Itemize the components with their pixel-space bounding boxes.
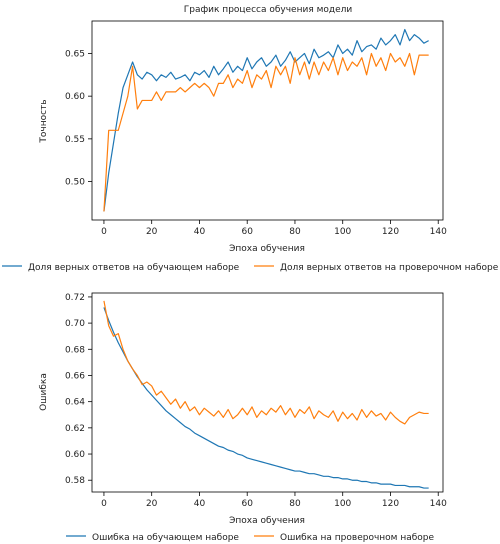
legend-label-train-accuracy: Доля верных ответов на обучающем наборе [28,263,240,273]
legend-item-train-loss: Ошибка на обучающем наборе [66,533,239,543]
loss-plot-frame [91,292,444,493]
legend-label-val-loss: Ошибка на проверочном наборе [280,533,434,543]
accuracy-y-ticks: 0.50 0.55 0.60 0.65 [65,49,92,188]
accuracy-x-ticks: 0 20 40 60 80 100 120 140 [101,220,447,237]
y-tick-label: 0.55 [65,135,85,145]
y-tick-label: 0.60 [65,450,85,460]
legend-label-train-loss: Ошибка на обучающем наборе [92,533,239,543]
y-tick-label: 0.62 [65,424,85,434]
y-tick-label: 0.50 [65,178,85,188]
y-tick-label: 0.60 [65,92,85,102]
x-tick-label: 100 [334,499,351,509]
val-series-line [103,300,429,425]
y-tick-label: 0.58 [65,476,85,486]
loss-y-axis-label: Ошибка [39,373,49,411]
x-tick-label: 60 [241,499,253,509]
loss-y-ticks: 0.58 0.60 0.62 0.64 0.66 0.68 0.70 0.72 [65,293,92,486]
x-tick-label: 80 [289,227,301,237]
train-series-line [103,307,429,489]
x-tick-label: 120 [382,227,399,237]
accuracy-plot-frame [91,20,444,221]
legend-label-val-accuracy: Доля верных ответов на проверочном набор… [280,263,499,273]
y-tick-label: 0.65 [65,49,85,59]
y-tick-label: 0.64 [65,398,85,408]
loss-x-ticks: 0 20 40 60 80 100 120 140 [101,492,447,509]
accuracy-y-axis-label: Точность [39,99,49,143]
legend-item-train-accuracy: Доля верных ответов на обучающем наборе [2,263,240,273]
accuracy-chart: 0 20 40 60 80 100 120 140 0.50 0.55 0.60 0.65 Эпох… [2,20,499,273]
accuracy-legend: Доля верных ответов на обучающем наборе … [2,263,499,273]
legend-item-val-loss: Ошибка на проверочном наборе [254,533,434,543]
x-tick-label: 100 [334,227,351,237]
loss-legend: Ошибка на обучающем наборе Ошибка на про… [66,533,434,543]
x-tick-label: 20 [146,499,158,509]
x-tick-label: 0 [101,227,107,237]
figure-title: График процесса обучения модели [184,5,353,15]
y-tick-label: 0.66 [65,371,85,381]
x-tick-label: 60 [241,227,253,237]
x-tick-label: 140 [430,499,447,509]
accuracy-series [103,28,429,212]
x-tick-label: 40 [194,499,206,509]
x-tick-label: 80 [289,499,301,509]
x-tick-label: 120 [382,499,399,509]
accuracy-x-axis-label: Эпоха обучения [229,244,305,254]
y-tick-label: 0.70 [65,319,85,329]
x-tick-label: 0 [101,499,107,509]
y-tick-label: 0.68 [65,345,85,355]
x-tick-label: 140 [430,227,447,237]
loss-chart: 0 20 40 60 80 100 120 140 0.580.600.620.640.660… [39,292,447,543]
val-series-line [103,52,429,212]
loss-x-axis-label: Эпоха обучения [229,516,305,526]
loss-series [103,300,429,489]
x-tick-label: 20 [146,227,158,237]
train-series-line [103,28,429,212]
legend-item-val-accuracy: Доля верных ответов на проверочном набор… [254,263,499,273]
x-tick-label: 40 [194,227,206,237]
y-tick-label: 0.72 [65,293,85,303]
